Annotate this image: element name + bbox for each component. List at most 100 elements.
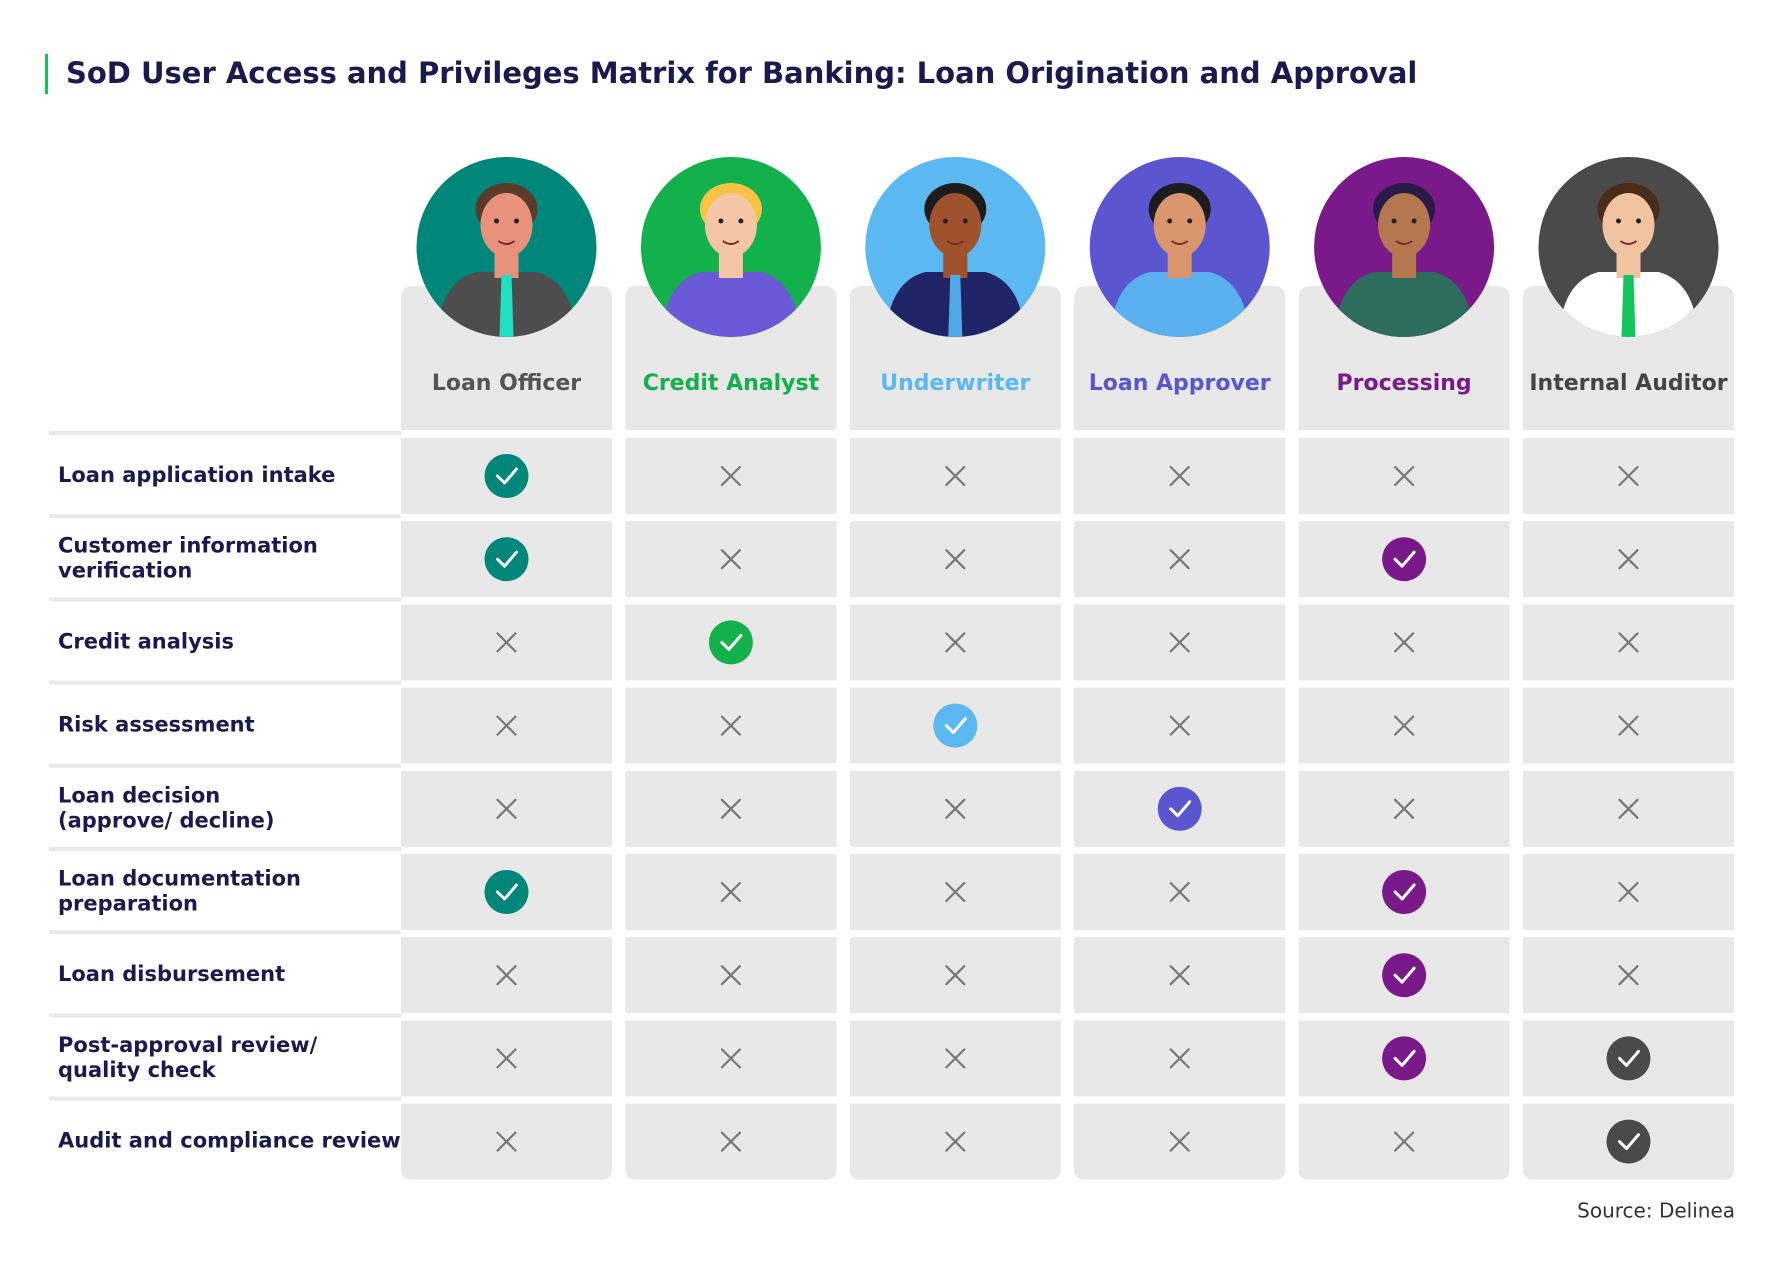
avatar-tie [1621, 275, 1636, 337]
cross-line [945, 1131, 966, 1152]
check-circle [1382, 953, 1427, 998]
avatar-eye [494, 218, 499, 224]
cross-line [720, 465, 742, 487]
avatar-head [704, 193, 757, 257]
cross-line [1169, 465, 1190, 487]
header-cell [401, 286, 612, 430]
avatar-head [1153, 193, 1206, 257]
role-label: Loan Officer [432, 371, 581, 396]
row-label-line: Risk assessment [58, 713, 255, 737]
check-circle [1606, 1036, 1651, 1081]
cross-mark [1169, 549, 1190, 570]
cross-line [945, 549, 966, 570]
cross-mark [1618, 632, 1639, 653]
check-circle [708, 620, 753, 665]
cross-mark [945, 549, 966, 570]
row-label-line: Post-approval review/ [58, 1033, 318, 1057]
check-mark [1606, 1119, 1651, 1164]
check-mark [1382, 1036, 1427, 1081]
cross-mark [720, 965, 742, 986]
avatar-eye [738, 218, 744, 224]
cross-line [945, 798, 966, 819]
check-circle [1157, 786, 1202, 831]
header-cell [1298, 286, 1510, 430]
cross-mark [1618, 798, 1639, 819]
cross-line [720, 549, 742, 570]
check-circle [484, 537, 529, 582]
cross-line [720, 965, 742, 986]
avatar-eye [1391, 218, 1397, 224]
cross-mark [496, 1048, 517, 1069]
row-separator [49, 930, 401, 935]
check-tick [720, 633, 743, 651]
cross-line [1393, 715, 1415, 736]
cross-line [1169, 965, 1190, 986]
row-label: Customer information verification [58, 534, 318, 583]
cross-line [1618, 465, 1639, 487]
cross-line [720, 715, 742, 736]
avatar-head [929, 193, 982, 257]
cross-line [945, 632, 966, 653]
check-mark [1382, 870, 1427, 914]
cross-line [945, 965, 966, 986]
avatar-eye [1411, 218, 1417, 224]
cross-mark [496, 1131, 517, 1152]
cross-mark [1393, 798, 1415, 819]
check-circle [484, 454, 529, 498]
cross-mark [1169, 965, 1190, 986]
cross-mark [945, 465, 966, 487]
cross-line [1618, 965, 1639, 986]
cross-line [1169, 549, 1190, 570]
cross-mark [945, 632, 966, 653]
avatar-head [1378, 193, 1431, 257]
check-tick [1618, 1049, 1640, 1067]
cross-line [720, 881, 742, 903]
cross-line [496, 715, 517, 736]
cross-line [720, 798, 742, 819]
check-tick [496, 883, 518, 901]
cross-line [496, 798, 517, 819]
avatar [660, 183, 801, 337]
cross-mark [720, 715, 742, 736]
check-mark [484, 454, 529, 498]
avatar-mouth [946, 240, 964, 245]
check-tick [1618, 1133, 1640, 1151]
row-label: Credit analysis [58, 629, 234, 653]
avatar [1109, 183, 1250, 337]
row-label: Post-approval review/quality check [58, 1033, 318, 1082]
cross-line [720, 1131, 742, 1152]
avatar [885, 183, 1026, 337]
row-label: Risk assessment [58, 713, 255, 737]
row-label-line: Loan documentation [58, 867, 301, 891]
avatar-mouth [497, 240, 516, 245]
row-label-line: preparation [58, 892, 198, 916]
avatar-tie [499, 275, 514, 337]
row-separator [49, 597, 401, 602]
check-tick [496, 467, 518, 485]
avatar-eye [1616, 218, 1621, 224]
cross-line [945, 1048, 966, 1069]
avatar-mouth [1395, 240, 1413, 245]
cross-line [1169, 715, 1190, 736]
cross-mark [720, 881, 742, 903]
check-circle [1382, 870, 1427, 914]
check-mark [484, 870, 529, 914]
cross-mark [496, 715, 517, 736]
row-separator [49, 763, 401, 768]
check-circle [484, 870, 529, 914]
cross-mark [496, 965, 517, 986]
cross-mark [945, 1048, 966, 1069]
cross-line [1618, 632, 1639, 653]
cross-line [945, 881, 966, 903]
role-label: Loan Approver [1089, 371, 1271, 396]
cross-mark [945, 881, 966, 903]
check-tick [944, 717, 967, 735]
row-label-line: Customer information [58, 534, 318, 558]
cross-mark [1393, 715, 1415, 736]
avatar-mouth [1171, 240, 1189, 245]
cross-line [945, 465, 966, 487]
avatar-eye [962, 218, 968, 224]
check-mark [1606, 1036, 1651, 1081]
check-mark [484, 537, 529, 582]
